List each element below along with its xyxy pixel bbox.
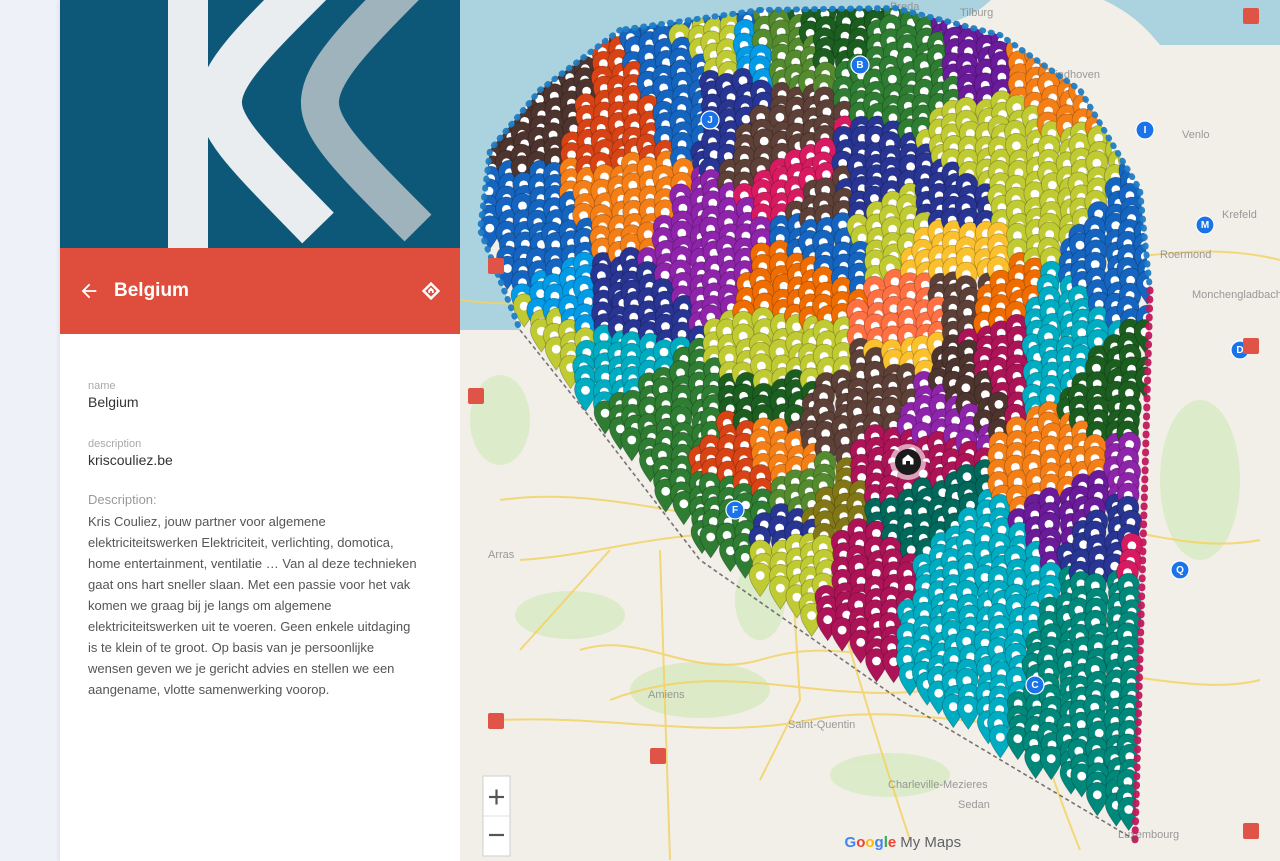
svg-text:M: M xyxy=(1201,220,1209,231)
svg-text:B: B xyxy=(856,60,863,71)
svg-text:Krefeld: Krefeld xyxy=(1222,209,1257,221)
svg-text:Monchengladbach: Monchengladbach xyxy=(1192,289,1280,301)
svg-text:Charleville-Mezieres: Charleville-Mezieres xyxy=(888,779,988,791)
svg-text:Q: Q xyxy=(1176,565,1184,576)
svg-text:Tilburg: Tilburg xyxy=(960,7,993,19)
svg-text:Saint-Quentin: Saint-Quentin xyxy=(788,719,855,731)
svg-text:I: I xyxy=(1144,125,1147,136)
svg-text:Amiens: Amiens xyxy=(648,689,685,701)
svg-text:J: J xyxy=(707,115,713,126)
svg-text:Roermond: Roermond xyxy=(1160,249,1211,261)
svg-text:Venlo: Venlo xyxy=(1182,129,1210,141)
svg-text:D: D xyxy=(1236,345,1243,356)
svg-text:F: F xyxy=(732,505,738,516)
svg-text:Sedan: Sedan xyxy=(958,799,990,811)
svg-text:Arras: Arras xyxy=(488,549,515,561)
svg-text:C: C xyxy=(1031,680,1038,691)
